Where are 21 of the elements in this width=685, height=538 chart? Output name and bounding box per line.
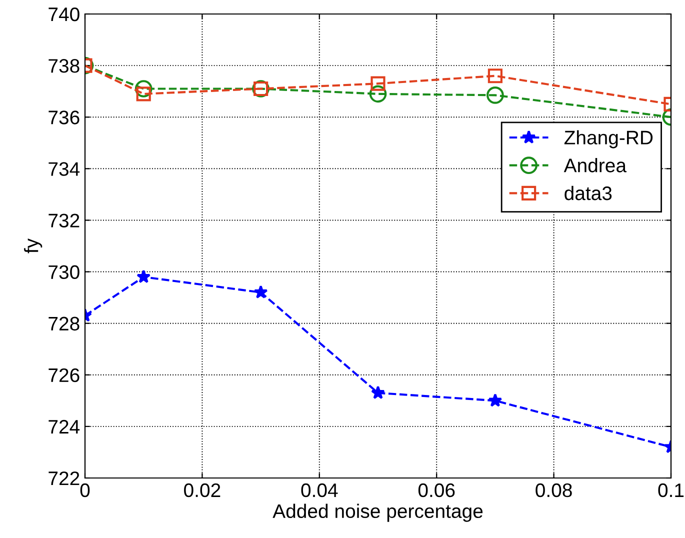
y-tick-label: 724 bbox=[48, 420, 80, 434]
legend-label: Andrea bbox=[564, 158, 627, 172]
x-tick-label: 0.1 bbox=[658, 483, 684, 498]
y-tick-label: 730 bbox=[48, 265, 80, 280]
y-tick-label: 732 bbox=[48, 214, 80, 228]
y-tick-label: 734 bbox=[48, 162, 80, 176]
legend-label: data3 bbox=[564, 186, 612, 200]
y-tick-label: 738 bbox=[48, 59, 80, 73]
y-tick-label: 728 bbox=[48, 316, 80, 331]
x-tick-label: 0 bbox=[80, 483, 90, 498]
legend-label: Zhang-RD bbox=[564, 130, 653, 148]
y-axis-title: fy bbox=[24, 238, 42, 254]
x-tick-label: 0.02 bbox=[184, 483, 220, 498]
y-tick-label: 726 bbox=[48, 368, 80, 382]
x-tick-label: 0.04 bbox=[301, 483, 338, 498]
x-axis-title: Added noise percentage bbox=[272, 504, 483, 522]
x-tick-label: 0.08 bbox=[536, 483, 572, 498]
y-tick-label: 740 bbox=[48, 7, 80, 22]
y-tick-label: 722 bbox=[48, 471, 80, 486]
y-tick-label: 736 bbox=[48, 110, 80, 124]
x-tick-label: 0.06 bbox=[418, 483, 455, 498]
